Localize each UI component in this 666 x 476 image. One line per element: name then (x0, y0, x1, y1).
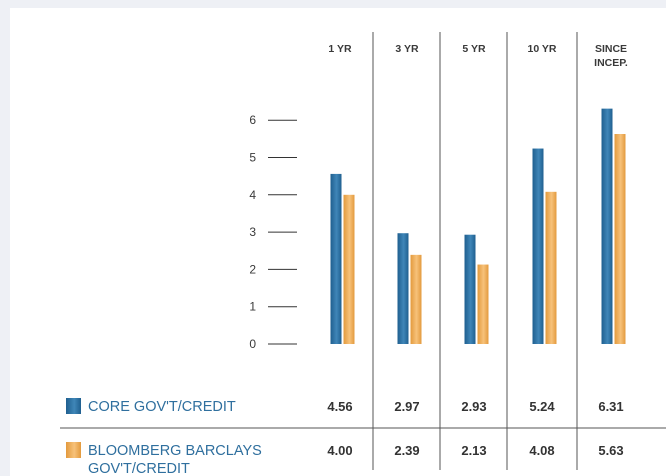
y-tick-label: 4 (249, 188, 256, 202)
bar-benchmark (343, 194, 355, 344)
value-label: 5.63 (598, 443, 623, 458)
bar-core (397, 233, 409, 344)
value-label: 4.00 (327, 443, 352, 458)
value-label: 2.13 (461, 443, 486, 458)
column-header: 1 YR (328, 43, 352, 55)
bar-core (532, 148, 544, 344)
y-tick-label: 3 (249, 225, 256, 239)
y-tick-label: 5 (249, 151, 256, 165)
bar-benchmark (545, 191, 557, 344)
bar-core (330, 173, 342, 344)
column-header: 3 YR (395, 43, 419, 55)
column-header: 5 YR (462, 43, 486, 55)
value-label: 4.08 (529, 443, 554, 458)
value-label: 2.97 (394, 399, 419, 414)
column-header: SINCE INCEP. (594, 43, 628, 69)
value-label: 4.56 (327, 399, 352, 414)
bar-core (464, 234, 476, 344)
bar-benchmark (410, 254, 422, 344)
y-tick-label: 0 (249, 337, 256, 351)
legend-label: CORE GOV'T/CREDIT (88, 399, 236, 415)
legend-label: BLOOMBERG BARCLAYS GOV'T/CREDIT (88, 443, 262, 476)
y-tick-label: 2 (249, 262, 256, 276)
y-tick-label: 1 (249, 300, 256, 314)
column-header: 10 YR (528, 43, 557, 55)
bar-benchmark (614, 134, 626, 344)
legend-swatch (66, 442, 81, 458)
value-label: 2.93 (461, 399, 486, 414)
bar-benchmark (477, 264, 489, 344)
bar-core (601, 108, 613, 345)
chart-card: 1 YR 3 YR 5 YR 10 YR SINCE INCEP. 0 1 2 3 4 5 6 CORE … (10, 8, 666, 476)
value-label: 6.31 (598, 399, 623, 414)
value-label: 5.24 (529, 399, 555, 414)
y-tick-label: 6 (249, 113, 256, 127)
legend-swatch (66, 398, 81, 414)
value-label: 2.39 (394, 443, 419, 458)
performance-chart: 1 YR 3 YR 5 YR 10 YR SINCE INCEP. 0 1 2 3 4 5 6 CORE … (60, 32, 666, 476)
